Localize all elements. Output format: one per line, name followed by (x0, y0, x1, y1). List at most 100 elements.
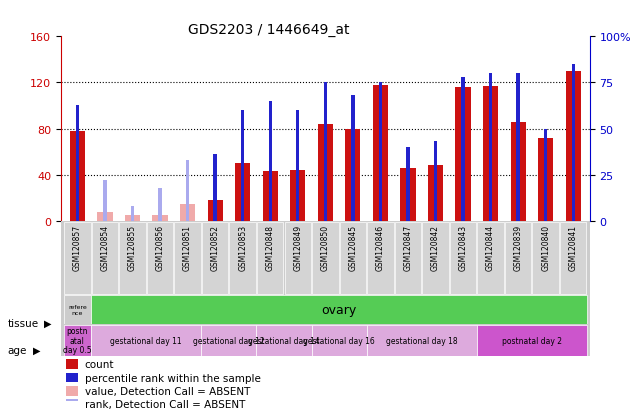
Text: gestational day 12: gestational day 12 (193, 336, 265, 345)
Bar (533, 222, 559, 294)
Bar (186, 161, 189, 221)
Bar (64, 222, 90, 294)
Bar (66, 399, 78, 409)
Bar (66, 386, 78, 396)
Bar (174, 222, 201, 294)
Text: ▶: ▶ (44, 318, 51, 328)
Bar (63, 296, 91, 324)
Bar (351, 96, 354, 221)
Text: rank, Detection Call = ABSENT: rank, Detection Call = ABSENT (85, 399, 245, 409)
Text: GSM120844: GSM120844 (486, 224, 495, 270)
Text: ▶: ▶ (33, 345, 41, 355)
Text: postnatal day 2: postnatal day 2 (502, 336, 562, 345)
Text: GSM120843: GSM120843 (458, 224, 467, 270)
Text: GSM120845: GSM120845 (348, 224, 357, 270)
Bar (97, 212, 113, 221)
Bar (153, 216, 168, 221)
Bar (510, 122, 526, 221)
Bar (401, 169, 415, 221)
Text: GSM120850: GSM120850 (320, 224, 330, 270)
Bar (367, 222, 394, 294)
Bar (450, 222, 476, 294)
Bar (312, 222, 338, 294)
Bar (92, 222, 118, 294)
Bar (285, 222, 311, 294)
Bar (318, 125, 333, 221)
Bar (489, 74, 492, 221)
Bar (462, 78, 465, 221)
Bar (340, 222, 366, 294)
Bar (202, 222, 228, 294)
Bar (312, 325, 367, 356)
Bar (483, 87, 498, 221)
Bar (91, 325, 201, 356)
Bar (538, 138, 553, 221)
Bar (517, 74, 520, 221)
Bar (70, 132, 85, 221)
Bar (406, 148, 410, 221)
Bar (180, 204, 195, 221)
Bar (395, 222, 421, 294)
Text: GSM120839: GSM120839 (513, 224, 522, 270)
Text: GSM120854: GSM120854 (101, 224, 110, 270)
Bar (434, 142, 437, 221)
Bar (213, 155, 217, 221)
Bar (269, 102, 272, 221)
Text: GSM120842: GSM120842 (431, 224, 440, 270)
Bar (66, 359, 78, 369)
Bar (560, 222, 587, 294)
Bar (367, 325, 477, 356)
Text: ovary: ovary (321, 303, 356, 316)
Text: GSM120857: GSM120857 (73, 224, 82, 270)
Bar (76, 105, 79, 221)
Bar (103, 181, 106, 221)
Bar (345, 129, 360, 221)
Bar (477, 325, 587, 356)
Bar (229, 222, 256, 294)
Bar (456, 88, 470, 221)
Bar (66, 373, 78, 382)
Text: GSM120840: GSM120840 (541, 224, 550, 270)
Text: refere
nce: refere nce (68, 304, 87, 315)
Text: count: count (85, 359, 114, 369)
Text: gestational day 18: gestational day 18 (386, 336, 458, 345)
Bar (119, 222, 146, 294)
Text: GSM120851: GSM120851 (183, 224, 192, 270)
Text: GSM120855: GSM120855 (128, 224, 137, 270)
Bar (544, 129, 547, 221)
Text: gestational day 14: gestational day 14 (248, 336, 320, 345)
Text: postn
atal
day 0.5: postn atal day 0.5 (63, 326, 92, 355)
Text: GSM120849: GSM120849 (294, 224, 303, 270)
Text: tissue: tissue (8, 318, 39, 328)
Bar (131, 206, 134, 221)
Bar (296, 111, 299, 221)
Text: gestational day 16: gestational day 16 (303, 336, 375, 345)
Bar (201, 325, 256, 356)
Text: GSM120853: GSM120853 (238, 224, 247, 270)
Text: percentile rank within the sample: percentile rank within the sample (85, 373, 261, 382)
Bar (125, 216, 140, 221)
Bar (565, 72, 581, 221)
Bar (290, 171, 305, 221)
Text: value, Detection Call = ABSENT: value, Detection Call = ABSENT (85, 386, 250, 396)
Text: age: age (8, 345, 27, 355)
Bar (208, 201, 222, 221)
Bar (373, 85, 388, 221)
Bar (147, 222, 173, 294)
Bar (428, 166, 443, 221)
Bar (379, 83, 382, 221)
Bar (324, 83, 327, 221)
Text: GSM120847: GSM120847 (403, 224, 412, 270)
Bar (263, 172, 278, 221)
Bar (478, 222, 504, 294)
Bar (235, 164, 250, 221)
Text: GSM120846: GSM120846 (376, 224, 385, 270)
Bar (63, 325, 91, 356)
Text: gestational day 11: gestational day 11 (110, 336, 182, 345)
Text: GSM120848: GSM120848 (266, 224, 275, 270)
Bar (505, 222, 531, 294)
Bar (572, 65, 575, 221)
Bar (422, 222, 449, 294)
Bar (158, 188, 162, 221)
Bar (241, 111, 244, 221)
